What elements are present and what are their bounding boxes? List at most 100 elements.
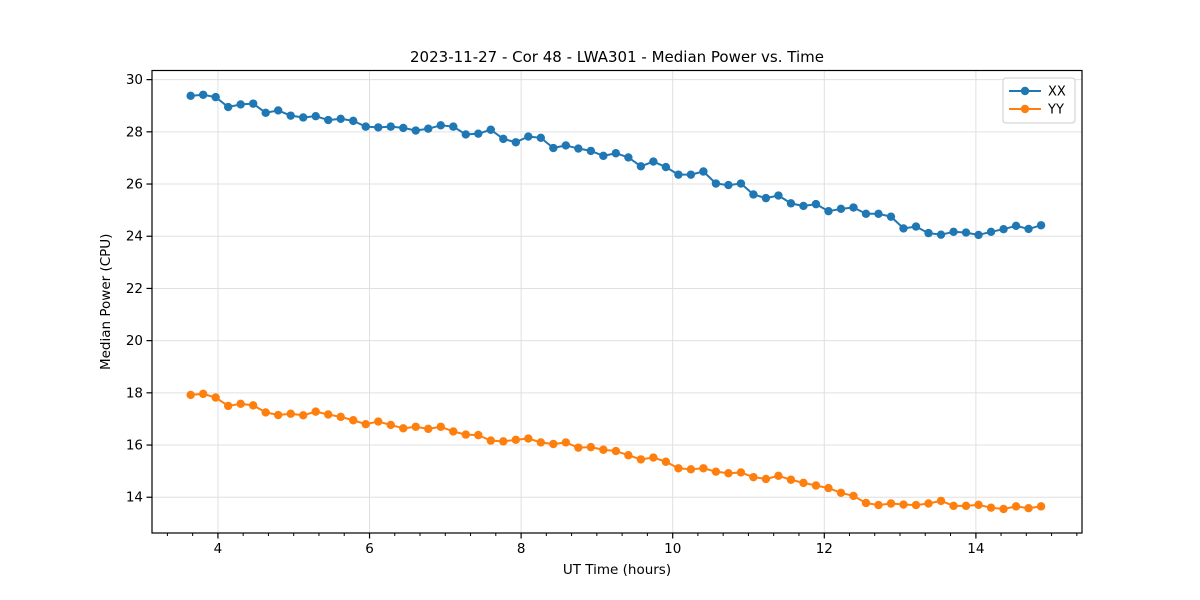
data-point	[211, 393, 220, 402]
data-point	[474, 129, 483, 138]
data-point	[324, 115, 333, 125]
grid-lines	[152, 70, 1082, 533]
data-point	[986, 227, 996, 237]
data-point	[861, 498, 871, 508]
data-point	[236, 100, 245, 109]
data-point	[223, 102, 233, 112]
data-point	[836, 488, 846, 498]
data-point	[424, 124, 433, 133]
data-point	[286, 409, 295, 418]
data-point	[449, 122, 458, 131]
legend-label: YY	[1047, 103, 1064, 118]
data-point	[336, 114, 345, 123]
data-point	[536, 438, 546, 447]
data-point	[899, 500, 908, 509]
data-point	[223, 401, 233, 411]
data-point	[248, 99, 258, 108]
data-point	[499, 134, 508, 144]
series-yy	[186, 389, 1046, 514]
data-point	[774, 191, 783, 200]
data-point	[886, 212, 896, 221]
data-point	[386, 420, 395, 430]
data-point	[273, 410, 283, 420]
x-tick-label: 14	[967, 541, 984, 557]
data-point	[273, 106, 283, 115]
y-axis-label: Median Power (CPU)	[98, 234, 114, 370]
data-point	[386, 122, 395, 131]
data-point	[286, 111, 295, 120]
data-point	[961, 228, 971, 237]
data-point	[611, 446, 621, 456]
data-point	[461, 430, 470, 439]
y-tick-label: 20	[126, 333, 143, 349]
data-point	[198, 90, 208, 99]
data-point	[349, 116, 358, 126]
data-point	[924, 499, 933, 508]
data-point	[261, 108, 270, 117]
data-point	[624, 153, 633, 162]
x-tick-label: 8	[517, 541, 526, 557]
plot-border	[151, 69, 1083, 534]
data-point	[1011, 221, 1021, 230]
data-point	[636, 162, 646, 171]
data-point	[786, 199, 796, 208]
data-point	[736, 179, 746, 188]
data-point	[399, 424, 408, 433]
data-point	[911, 222, 921, 231]
data-series	[186, 90, 1046, 514]
data-point	[436, 121, 445, 130]
data-point	[786, 475, 796, 484]
x-tick-label: 10	[664, 541, 681, 557]
data-point	[349, 416, 358, 425]
data-point	[261, 408, 270, 417]
y-tick-label: 28	[126, 124, 143, 140]
data-point	[374, 123, 383, 132]
data-point	[686, 465, 696, 474]
data-point	[336, 412, 345, 422]
data-point	[311, 407, 320, 416]
data-point	[424, 424, 433, 434]
data-point	[974, 230, 983, 240]
data-point	[474, 430, 483, 440]
data-point	[561, 438, 571, 447]
legend-label: XX	[1048, 85, 1066, 100]
x-tick-label: 4	[214, 541, 223, 557]
data-point	[198, 389, 208, 399]
y-tick-label: 16	[126, 438, 143, 454]
data-point	[436, 422, 445, 431]
data-point	[661, 162, 671, 172]
data-point	[549, 143, 558, 153]
data-point	[961, 501, 971, 511]
data-point	[486, 125, 496, 134]
series-xx	[186, 90, 1046, 240]
data-point	[524, 434, 533, 443]
data-point	[836, 204, 846, 214]
data-point	[711, 467, 721, 476]
data-point	[886, 499, 896, 508]
data-point	[624, 451, 633, 460]
data-point	[849, 203, 858, 212]
data-point	[774, 471, 783, 481]
data-point	[749, 190, 758, 199]
data-point	[561, 141, 571, 150]
data-point	[586, 146, 596, 156]
data-point	[686, 170, 696, 179]
legend: XX YY	[1002, 77, 1076, 124]
y-tick-label: 26	[126, 177, 143, 193]
data-point	[1024, 224, 1033, 234]
data-point	[936, 496, 946, 506]
data-point	[511, 435, 521, 445]
data-point	[299, 113, 308, 122]
data-point	[749, 472, 758, 482]
y-tick-label: 30	[126, 72, 143, 88]
data-point	[849, 491, 858, 501]
data-point	[524, 132, 533, 141]
data-point	[311, 111, 320, 121]
data-point	[574, 443, 583, 452]
data-point	[236, 399, 245, 409]
data-point	[599, 151, 608, 161]
data-point	[861, 209, 871, 218]
data-point	[599, 445, 608, 454]
